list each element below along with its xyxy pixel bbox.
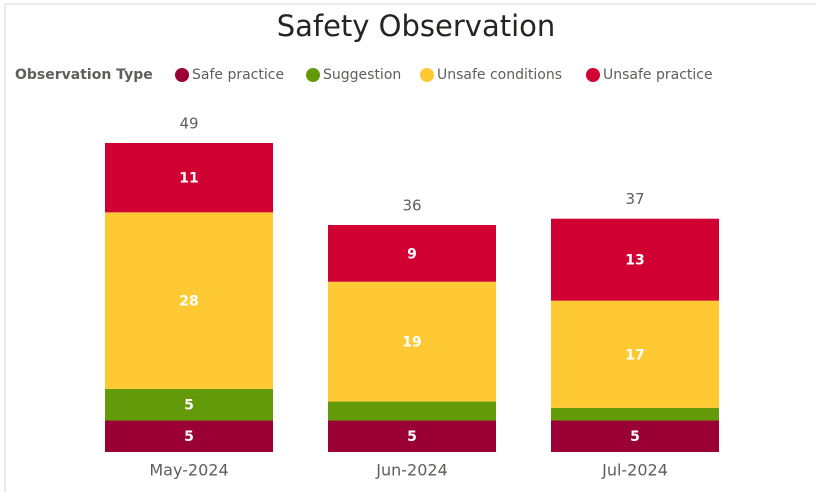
bar-segment: [105, 212, 273, 389]
legend-swatch: [420, 68, 434, 82]
data-label: 13: [625, 253, 644, 269]
legend-label: Unsafe conditions: [437, 67, 562, 83]
bar-segment: [105, 143, 273, 213]
data-label: 28: [179, 294, 198, 310]
data-label: 5: [630, 429, 640, 445]
bar-segment: [105, 420, 273, 452]
legend-swatch: [175, 68, 189, 82]
legend-label: Safe practice: [192, 67, 284, 83]
legend-swatch: [306, 68, 320, 82]
legend-label: Unsafe practice: [603, 67, 713, 83]
x-tick-label: Jun-2024: [375, 461, 448, 480]
bar-segment: [328, 401, 496, 421]
total-label: 36: [402, 196, 421, 214]
x-tick-label: Jul-2024: [601, 461, 668, 480]
data-label: 5: [184, 429, 194, 445]
legend-swatch: [586, 68, 600, 82]
data-label: 19: [402, 335, 421, 351]
legend-title: Observation Type: [15, 67, 153, 83]
bar-segment: [551, 300, 719, 408]
bar-segment: [328, 281, 496, 402]
x-tick-label: May-2024: [149, 461, 228, 480]
total-label: 37: [625, 190, 644, 208]
data-label: 17: [625, 347, 644, 363]
bar-segment: [551, 420, 719, 452]
chart-title: Safety Observation: [277, 9, 556, 43]
bar-segment: [551, 407, 719, 421]
data-label: 5: [407, 429, 417, 445]
data-label: 11: [179, 171, 198, 187]
total-label: 49: [179, 115, 198, 133]
bar-segment: [328, 420, 496, 452]
legend-label: Suggestion: [323, 67, 401, 83]
data-label: 9: [407, 246, 417, 262]
data-label: 5: [184, 398, 194, 414]
bar-segment: [105, 388, 273, 421]
bar-segment: [551, 218, 719, 301]
bar-segment: [328, 224, 496, 282]
